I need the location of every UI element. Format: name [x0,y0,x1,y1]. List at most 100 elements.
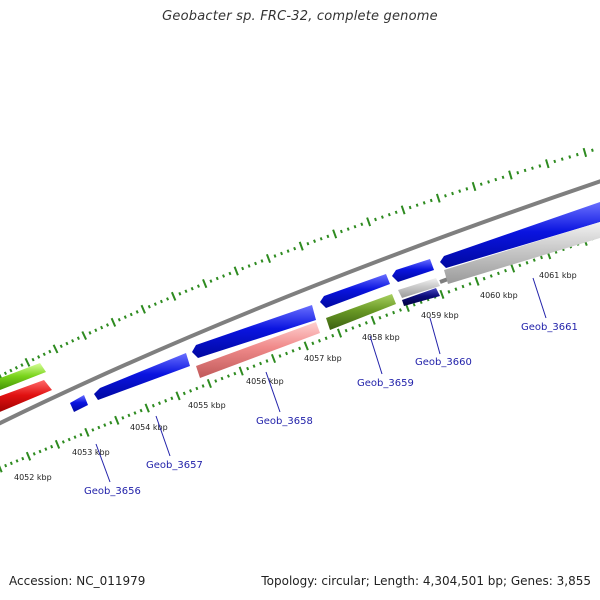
tick-mark [54,439,61,449]
tick-mark [273,254,277,258]
gene-blue-feature-1[interactable] [70,395,88,412]
tick-mark [293,246,297,251]
gene-gray-feature-large[interactable] [444,222,600,284]
tick-mark [380,215,384,219]
kbp-label: 4059 kbp [421,311,459,320]
tick-mark [525,261,529,265]
tick-mark [265,359,269,363]
gene-blue-feature-3[interactable] [192,305,316,358]
backbone-upper [0,179,600,426]
gene-label-geob-3660[interactable]: Geob_3660 [415,357,472,368]
gene-lime-feature[interactable] [0,363,46,392]
gene-blue-feature-6[interactable] [440,202,600,268]
tick-mark [358,323,362,328]
gene-red-feature[interactable] [0,380,52,414]
tick-mark [65,341,69,346]
tick-mark [247,264,251,268]
tick-mark [133,411,137,415]
gene-blue-feature-4[interactable] [320,274,390,308]
tick-mark [9,461,13,466]
tick-mark [109,420,113,425]
tick-mark [435,193,441,203]
tick-mark [370,315,376,325]
tick-mark [140,304,146,314]
tick-mark [494,177,498,182]
tick-mark [21,456,25,461]
gene-label-geob-3659[interactable]: Geob_3659 [357,378,414,389]
tick-mark [454,287,458,291]
gene-label-geob-3661[interactable]: Geob_3661 [521,322,578,333]
tick-mark [429,198,433,203]
tick-mark [59,344,63,349]
gene-label-geob-3658[interactable]: Geob_3658 [256,416,313,427]
tick-mark [278,354,282,358]
tick-mark [214,379,218,383]
tick-mark [4,463,8,468]
tick-mark [351,326,355,330]
gene-pink-feature[interactable] [196,322,320,378]
tick-mark [129,312,133,317]
tick-mark [510,263,516,273]
kbp-label: 4058 kbp [362,333,400,342]
tick-mark [25,451,32,461]
tick-mark [408,205,412,210]
tick-mark [291,349,295,353]
tick-mark [153,302,157,306]
tick-mark [326,234,330,239]
gene-label-geob-3656[interactable]: Geob_3656 [84,486,141,497]
tick-mark [81,331,88,341]
tick-mark [42,352,46,357]
tick-mark [560,157,564,161]
tick-mark [139,408,143,413]
tick-mark [71,339,75,343]
tick-mark [166,297,170,301]
tick-mark [353,224,357,229]
tick-mark [159,299,163,304]
gene-label-geob-3657[interactable]: Geob_3657 [146,460,203,471]
gene-olive-feature[interactable] [326,294,396,330]
tick-mark [591,148,594,152]
gene-gray-feature-small[interactable] [398,278,440,298]
tick-mark [67,437,71,442]
kbp-label: 4056 kbp [246,377,284,386]
tick-mark [532,258,536,262]
tick-mark [313,239,317,243]
tick-mark [523,168,527,173]
tick-mark [508,170,513,180]
tick-mark [394,210,398,215]
gene-navy-feature[interactable] [402,288,440,306]
tick-mark [32,452,36,456]
kbp-label: 4061 kbp [539,271,577,280]
tick-mark [400,205,406,215]
tick-mark [195,386,199,391]
gene-blue-feature-5[interactable] [392,259,434,282]
tick-mark [252,364,256,368]
gene-blue-feature-2[interactable] [94,353,190,400]
accession-text: Accession: NC_011979 [9,574,146,588]
tick-mark [110,317,117,327]
tick-mark [422,201,426,205]
tick-mark [336,328,343,338]
tick-mark [344,328,348,333]
tick-mark [465,187,469,191]
tick-mark [575,152,579,157]
tick-mark [220,376,224,381]
tick-mark [366,217,372,227]
tick-mark [487,180,490,184]
tick-mark [482,276,486,281]
kbp-label: 4060 kbp [480,291,518,300]
map-title: Geobacter sp. FRC-32, complete genome [162,9,438,24]
tick-mark [117,317,121,322]
tick-mark [209,279,213,283]
tick-mark [196,284,200,288]
tick-mark [364,321,368,325]
tick-mark [178,292,182,296]
tick-mark [317,339,321,343]
tick-mark [553,159,557,164]
tick-mark [254,261,258,266]
leader-line [532,277,547,319]
tick-mark [14,366,18,370]
tick-mark [9,368,13,373]
tick-mark [61,440,65,444]
